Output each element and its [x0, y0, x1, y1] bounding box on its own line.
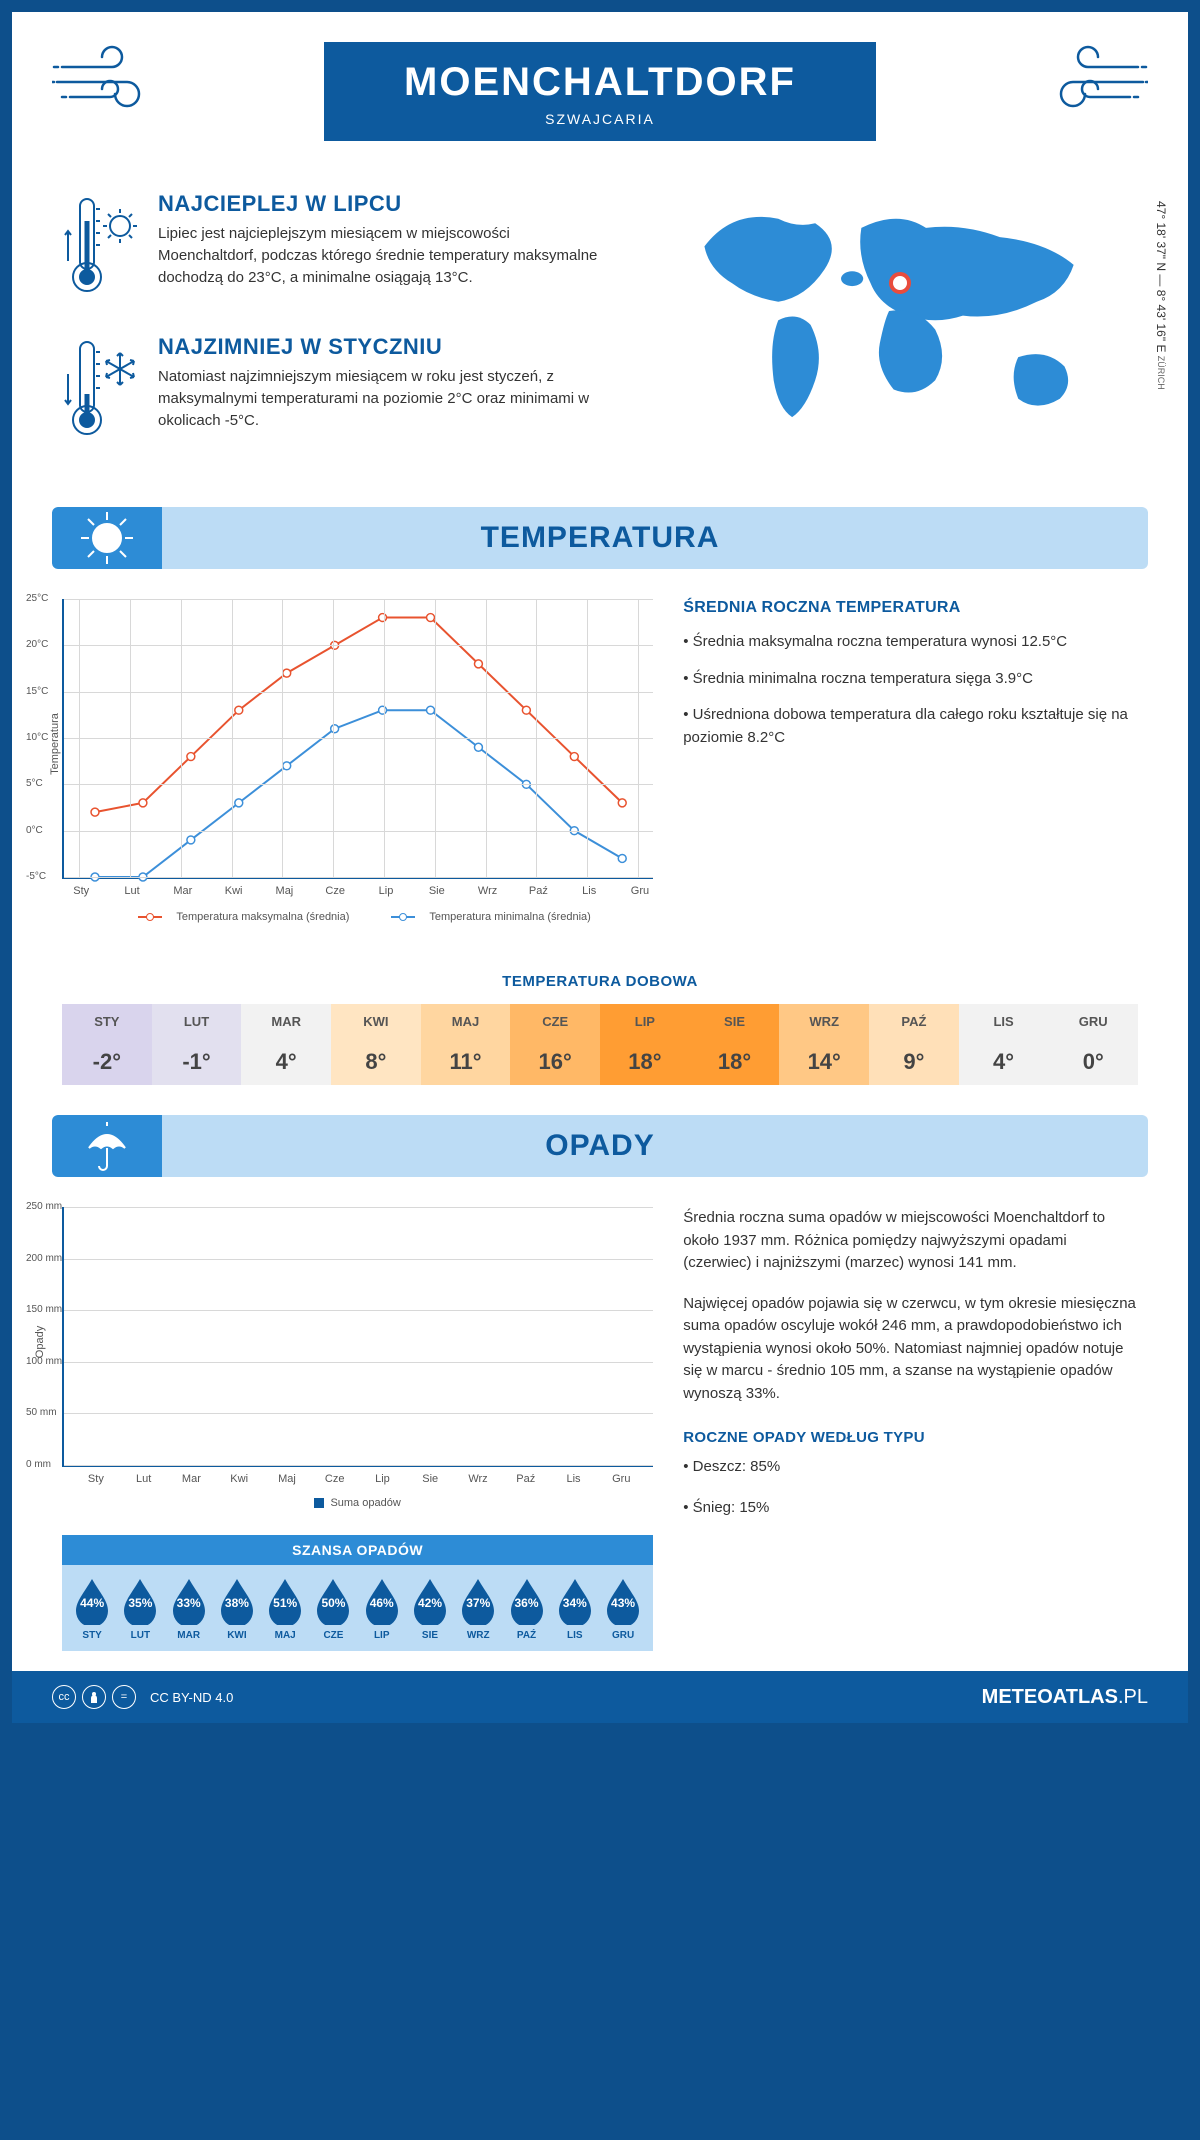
- coldest-text: Natomiast najzimniejszym miesiącem w rok…: [158, 366, 610, 431]
- license-text: CC BY-ND 4.0: [150, 1690, 233, 1705]
- daily-temp-cell: KWI8°: [331, 1004, 421, 1085]
- daily-temp-cell: GRU0°: [1048, 1004, 1138, 1085]
- daily-temp-cell: SIE18°: [690, 1004, 780, 1085]
- daily-temp-cell: LIS4°: [959, 1004, 1049, 1085]
- coordinates: 47° 18' 37" N — 8° 43' 16" E ZÜRICH: [1154, 201, 1168, 390]
- daily-temp-table: STY-2°LUT-1°MAR4°KWI8°MAJ11°CZE16°LIP18°…: [62, 1004, 1138, 1085]
- precip-type-line: • Deszcz: 85%: [683, 1456, 1138, 1479]
- location-title: MOENCHALTDORF: [404, 60, 796, 105]
- daily-temp-cell: LIP18°: [600, 1004, 690, 1085]
- coldest-title: NAJZIMNIEJ W STYCZNIU: [158, 334, 610, 360]
- warmest-text: Lipiec jest najcieplejszym miesiącem w m…: [158, 223, 610, 288]
- chance-drop: 50% CZE: [309, 1577, 357, 1641]
- wind-icon: [1038, 42, 1148, 117]
- temperature-heading: TEMPERATURA: [52, 521, 1148, 555]
- chance-drop: 42% SIE: [406, 1577, 454, 1641]
- header: MOENCHALTDORF SZWAJCARIA: [12, 12, 1188, 161]
- temperature-sidebar: ŚREDNIA ROCZNA TEMPERATURA • Średnia mak…: [683, 599, 1138, 923]
- temperature-body: Temperatura -5°C0°C5°C10°C15°C20°C25°CSt…: [12, 569, 1188, 943]
- precipitation-text: Średnia roczna suma opadów w miejscowośc…: [683, 1207, 1138, 1651]
- precipitation-heading: OPADY: [52, 1129, 1148, 1163]
- avg-temp-bullet: • Uśredniona dobowa temperatura dla całe…: [683, 704, 1138, 749]
- chance-panel: SZANSA OPADÓW 44% STY 35% LUT 33% MAR 38…: [62, 1535, 653, 1651]
- sun-icon: [52, 507, 162, 569]
- avg-temp-bullet: • Średnia minimalna roczna temperatura s…: [683, 668, 1138, 691]
- avg-temp-bullet: • Średnia maksymalna roczna temperatura …: [683, 631, 1138, 654]
- world-map: [640, 191, 1138, 436]
- daily-temp-title: TEMPERATURA DOBOWA: [12, 973, 1188, 990]
- chance-drop: 37% WRZ: [454, 1577, 502, 1641]
- page: MOENCHALTDORF SZWAJCARIA NAJCIEPLEJ W LI…: [12, 12, 1188, 1723]
- chance-drop: 46% LIP: [358, 1577, 406, 1641]
- daily-temp-cell: CZE16°: [510, 1004, 600, 1085]
- thermometer-cold-icon: [62, 334, 140, 449]
- temperature-chart: Temperatura -5°C0°C5°C10°C15°C20°C25°CSt…: [62, 599, 653, 923]
- precip-type-line: • Śnieg: 15%: [683, 1497, 1138, 1520]
- precip-by-type-title: ROCZNE OPADY WEDŁUG TYPU: [683, 1429, 1138, 1446]
- daily-temp-cell: PAŹ9°: [869, 1004, 959, 1085]
- avg-temp-title: ŚREDNIA ROCZNA TEMPERATURA: [683, 599, 1138, 617]
- temperature-section-header: TEMPERATURA: [52, 507, 1148, 569]
- chance-drop: 34% LIS: [551, 1577, 599, 1641]
- thermometer-hot-icon: [62, 191, 140, 306]
- daily-temp-cell: STY-2°: [62, 1004, 152, 1085]
- intro-section: NAJCIEPLEJ W LIPCU Lipiec jest najcieple…: [12, 161, 1188, 497]
- umbrella-icon: [52, 1115, 162, 1177]
- chart-legend: Temperatura maksymalna (średnia)Temperat…: [62, 911, 653, 923]
- nd-icon: =: [112, 1685, 136, 1709]
- chance-drop: 43% GRU: [599, 1577, 647, 1641]
- precip-p2: Najwięcej opadów pojawia się w czerwcu, …: [683, 1293, 1138, 1406]
- daily-temp-cell: MAJ11°: [421, 1004, 511, 1085]
- cc-icon: cc: [52, 1685, 76, 1709]
- precipitation-section-header: OPADY: [52, 1115, 1148, 1177]
- map-column: 47° 18' 37" N — 8° 43' 16" E ZÜRICH: [640, 191, 1138, 477]
- title-band: MOENCHALTDORF SZWAJCARIA: [324, 42, 876, 141]
- precip-p1: Średnia roczna suma opadów w miejscowośc…: [683, 1207, 1138, 1275]
- precipitation-body: Opady StyLutMarKwiMajCzeLipSieWrzPaźLisG…: [12, 1177, 1188, 1671]
- country-subtitle: SZWAJCARIA: [404, 111, 796, 127]
- map-marker-icon: [889, 272, 911, 294]
- license-block: cc = CC BY-ND 4.0: [52, 1685, 233, 1709]
- wind-icon: [52, 42, 162, 117]
- brand-logo: METEOATLAS.PL: [982, 1686, 1148, 1709]
- daily-temp-cell: WRZ14°: [779, 1004, 869, 1085]
- warmest-title: NAJCIEPLEJ W LIPCU: [158, 191, 610, 217]
- by-icon: [82, 1685, 106, 1709]
- chance-drop: 38% KWI: [213, 1577, 261, 1641]
- daily-temp-cell: MAR4°: [241, 1004, 331, 1085]
- daily-temp-cell: LUT-1°: [152, 1004, 242, 1085]
- warmest-block: NAJCIEPLEJ W LIPCU Lipiec jest najcieple…: [62, 191, 610, 306]
- footer: cc = CC BY-ND 4.0 METEOATLAS.PL: [12, 1671, 1188, 1723]
- intro-text-column: NAJCIEPLEJ W LIPCU Lipiec jest najcieple…: [62, 191, 610, 477]
- chance-drop: 33% MAR: [165, 1577, 213, 1641]
- chance-drop: 35% LUT: [116, 1577, 164, 1641]
- coldest-block: NAJZIMNIEJ W STYCZNIU Natomiast najzimni…: [62, 334, 610, 449]
- chance-drop: 44% STY: [68, 1577, 116, 1641]
- chance-drop: 36% PAŹ: [502, 1577, 550, 1641]
- chance-drop: 51% MAJ: [261, 1577, 309, 1641]
- bar-chart-legend: Suma opadów: [62, 1497, 653, 1509]
- precipitation-bar-chart: Opady StyLutMarKwiMajCzeLipSieWrzPaźLisG…: [62, 1207, 653, 1467]
- precipitation-left: Opady StyLutMarKwiMajCzeLipSieWrzPaźLisG…: [62, 1207, 653, 1651]
- chance-title: SZANSA OPADÓW: [62, 1535, 653, 1565]
